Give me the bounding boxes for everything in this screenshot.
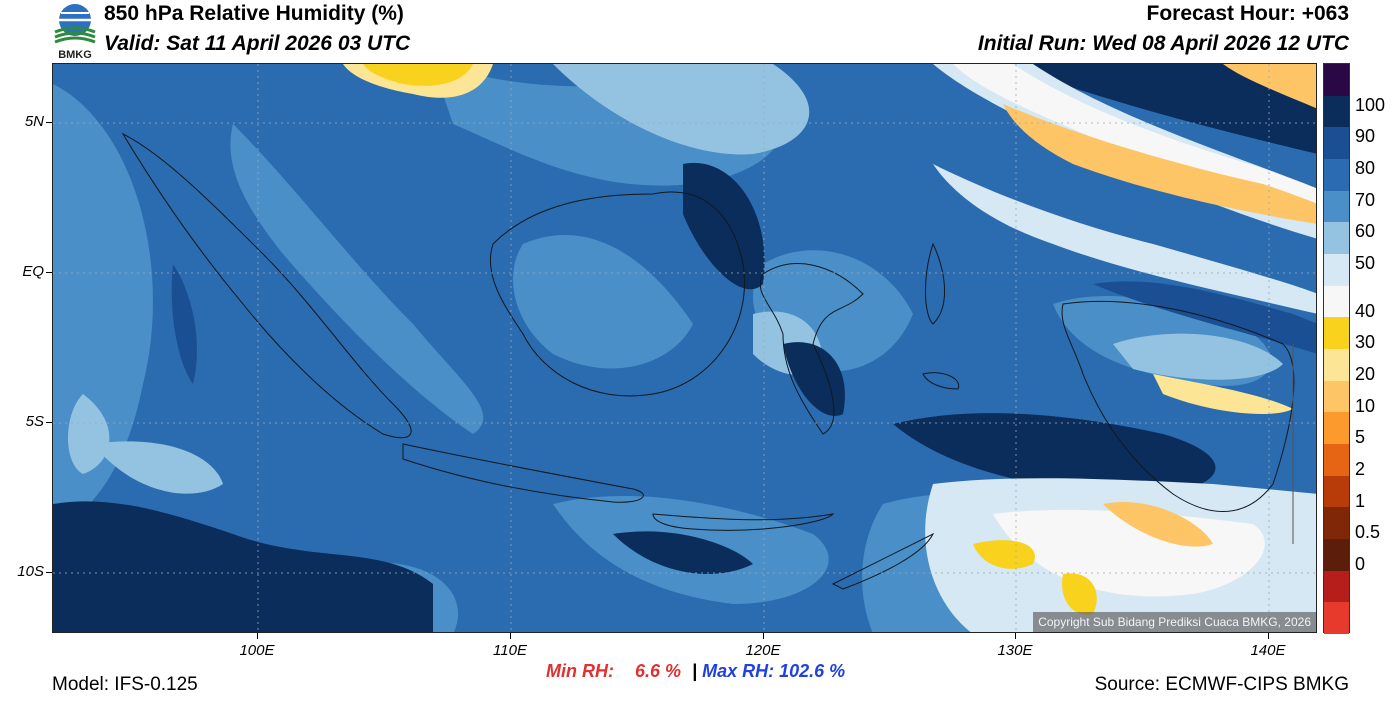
minmax-separator: | bbox=[692, 661, 698, 681]
humidity-colorbar bbox=[1323, 63, 1350, 635]
lon-tick bbox=[510, 633, 511, 639]
min-rh-label: Min RH: bbox=[546, 661, 614, 681]
colorbar-swatch bbox=[1324, 412, 1349, 445]
colorbar-label: 0 bbox=[1355, 553, 1366, 574]
lat-label-10s: 10S bbox=[17, 563, 44, 580]
lon-label-130e: 130E bbox=[997, 642, 1033, 659]
lon-tick bbox=[1268, 633, 1269, 639]
lat-tick bbox=[46, 272, 52, 273]
colorbar-swatch bbox=[1324, 127, 1349, 160]
colorbar-swatch bbox=[1324, 539, 1349, 572]
colorbar-swatch bbox=[1324, 254, 1349, 287]
min-max-rh: Min RH: 6.6 % | Max RH: 102.6 % bbox=[546, 661, 845, 682]
lon-label-120e: 120E bbox=[745, 642, 781, 659]
colorbar-swatch bbox=[1324, 222, 1349, 255]
colorbar-label: 2 bbox=[1355, 458, 1366, 479]
lat-tick bbox=[46, 422, 52, 423]
bmkg-logo: BMKG bbox=[50, 2, 100, 62]
source-label: Source: ECMWF-CIPS BMKG bbox=[1094, 674, 1349, 695]
colorbar-label: 60 bbox=[1355, 221, 1376, 242]
colorbar-label: 90 bbox=[1355, 126, 1376, 147]
colorbar-label: 30 bbox=[1355, 332, 1376, 353]
colorbar-label: 100 bbox=[1355, 94, 1386, 115]
colorbar-swatch bbox=[1324, 380, 1349, 413]
colorbar-swatch bbox=[1324, 190, 1349, 223]
max-rh-label: Max RH: 102.6 % bbox=[702, 661, 846, 681]
lon-label-100e: 100E bbox=[239, 642, 275, 659]
colorbar-label: 50 bbox=[1355, 253, 1376, 274]
map-title: 850 hPa Relative Humidity (%) bbox=[104, 2, 404, 25]
lon-tick bbox=[763, 633, 764, 639]
lat-label-5s: 5S bbox=[25, 413, 44, 430]
lat-label-5n: 5N bbox=[24, 113, 44, 130]
colorbar-swatch bbox=[1324, 64, 1349, 97]
colorbar-label: 10 bbox=[1355, 395, 1376, 416]
lat-tick bbox=[46, 122, 52, 123]
humidity-map[interactable]: Copyright Sub Bidang Prediksi Cuaca BMKG… bbox=[52, 63, 1317, 633]
colorbar-swatch bbox=[1324, 317, 1349, 350]
colorbar-swatch bbox=[1324, 285, 1349, 318]
copyright-note: Copyright Sub Bidang Prediksi Cuaca BMKG… bbox=[1033, 612, 1316, 632]
lon-label-110e: 110E bbox=[493, 642, 527, 659]
colorbar-swatch bbox=[1324, 444, 1349, 477]
colorbar-swatch bbox=[1324, 349, 1349, 382]
logo-text: BMKG bbox=[58, 49, 92, 61]
colorbar-label: 80 bbox=[1355, 158, 1376, 179]
colorbar-label: 40 bbox=[1355, 300, 1376, 321]
colorbar-swatch bbox=[1324, 95, 1349, 128]
colorbar-label: 1 bbox=[1355, 490, 1366, 511]
lat-label-eq: EQ bbox=[22, 263, 44, 280]
colorbar-swatch bbox=[1324, 159, 1349, 192]
colorbar-swatch bbox=[1324, 602, 1349, 635]
humidity-field bbox=[53, 64, 1316, 632]
colorbar-swatch bbox=[1324, 507, 1349, 540]
colorbar-label: 5 bbox=[1355, 427, 1366, 448]
colorbar-swatch bbox=[1324, 570, 1349, 603]
forecast-hour: Forecast Hour: +063 bbox=[1146, 2, 1350, 25]
lon-label-140e: 140E bbox=[1250, 642, 1286, 659]
valid-time: Valid: Sat 11 April 2026 03 UTC bbox=[104, 32, 411, 55]
lat-tick bbox=[46, 572, 52, 573]
lon-tick bbox=[1015, 633, 1016, 639]
initial-run: Initial Run: Wed 08 April 2026 12 UTC bbox=[977, 32, 1349, 55]
min-rh-value: 6.6 % bbox=[635, 661, 682, 681]
colorbar-label: 0.5 bbox=[1355, 522, 1381, 543]
colorbar-label: 70 bbox=[1355, 189, 1376, 210]
colorbar-label: 20 bbox=[1355, 363, 1376, 384]
colorbar-swatch bbox=[1324, 475, 1349, 508]
model-label: Model: IFS-0.125 bbox=[52, 674, 198, 695]
lon-tick bbox=[257, 633, 258, 639]
